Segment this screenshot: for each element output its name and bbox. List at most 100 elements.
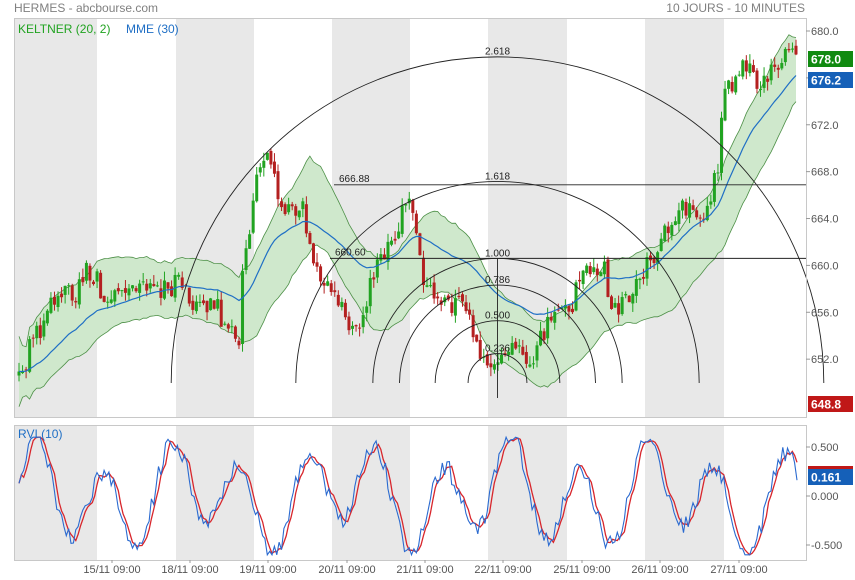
day-shade-rvi bbox=[488, 426, 567, 560]
candle-body bbox=[680, 200, 684, 211]
candle-body bbox=[123, 288, 127, 293]
candle-body bbox=[638, 278, 642, 281]
candle-body bbox=[241, 271, 245, 344]
candle-body bbox=[272, 161, 276, 174]
candle-body bbox=[102, 295, 106, 302]
candle-body bbox=[773, 64, 777, 67]
price-tick-label: 664.0 bbox=[811, 214, 839, 226]
candle-body bbox=[496, 362, 500, 365]
candle-body bbox=[787, 48, 791, 51]
candle-body bbox=[145, 283, 149, 291]
fib-level-label: 660.60 bbox=[335, 247, 366, 258]
candle-body bbox=[201, 300, 205, 304]
candle-body bbox=[407, 198, 411, 204]
candle-body bbox=[45, 310, 49, 324]
candle-body bbox=[60, 293, 64, 298]
candle-body bbox=[212, 300, 216, 309]
candle-body bbox=[336, 294, 340, 306]
time-tick-label: 25/11 09:00 bbox=[553, 564, 610, 576]
candle-body bbox=[358, 327, 362, 329]
candle-body bbox=[379, 254, 383, 261]
candle-body bbox=[645, 257, 649, 279]
candle-body bbox=[737, 74, 741, 76]
candle-body bbox=[411, 200, 415, 213]
candle-body bbox=[521, 346, 525, 355]
badge-last-text: 678.0 bbox=[811, 53, 841, 67]
candle-body bbox=[578, 279, 582, 282]
fibonacci-arcs: 2.6181.6181.0000.7860.5000.236666.88660.… bbox=[170, 47, 825, 398]
candle-body bbox=[741, 60, 745, 77]
time-tick-label: 19/11 09:00 bbox=[239, 564, 296, 576]
day-shade-main bbox=[176, 19, 254, 417]
candle-body bbox=[443, 297, 447, 303]
price-tick-label: 652.0 bbox=[811, 354, 839, 366]
rvi-tick-label: 0.000 bbox=[811, 491, 839, 503]
time-axis: 15/11 09:00 18/11 09:00 19/11 09:00 20/11 0… bbox=[83, 560, 768, 576]
fib-arc bbox=[170, 56, 825, 384]
candle-body bbox=[688, 203, 692, 218]
candle-body bbox=[276, 171, 280, 200]
candle-body bbox=[159, 288, 163, 298]
price-tick-label: 656.0 bbox=[811, 307, 839, 319]
candle-body bbox=[475, 334, 479, 342]
candle-body bbox=[453, 298, 457, 316]
candle-body bbox=[489, 363, 493, 368]
candle-body bbox=[120, 290, 124, 292]
candle-body bbox=[666, 226, 670, 234]
keltner-upper bbox=[18, 34, 797, 348]
fib-arc-label: 1.000 bbox=[485, 248, 510, 259]
badge-rvi-value: 0.161 bbox=[808, 466, 853, 485]
badge-rvi-text: 0.161 bbox=[811, 471, 841, 485]
candle-body bbox=[329, 283, 333, 293]
candle-body bbox=[52, 296, 56, 305]
candle-body bbox=[38, 325, 42, 339]
candle-body bbox=[705, 205, 709, 221]
candle-body bbox=[397, 231, 401, 239]
candle-body bbox=[709, 201, 713, 205]
rvi-main-line bbox=[18, 435, 798, 557]
candle-body bbox=[280, 201, 284, 208]
candle-body bbox=[375, 259, 379, 278]
candle-body bbox=[560, 307, 564, 310]
candle-body bbox=[191, 300, 195, 310]
candle-body bbox=[755, 70, 759, 89]
candle-body bbox=[361, 314, 365, 328]
candle-body bbox=[141, 281, 145, 283]
candle-body bbox=[485, 354, 489, 366]
badge-last-price: 678.0 bbox=[808, 51, 853, 67]
candle-body bbox=[24, 369, 28, 371]
candle-body bbox=[542, 331, 546, 340]
candle-body bbox=[563, 305, 567, 309]
candle-body bbox=[748, 63, 752, 74]
candle-body bbox=[517, 345, 521, 347]
candle-body bbox=[88, 265, 92, 281]
candle-body bbox=[734, 76, 738, 93]
candle-body bbox=[84, 262, 88, 281]
candle-body bbox=[311, 243, 315, 264]
candle-body bbox=[404, 204, 408, 206]
candle-body bbox=[595, 268, 599, 276]
candle-body bbox=[613, 302, 617, 308]
candle-body bbox=[684, 201, 688, 216]
price-tick-label: 660.0 bbox=[811, 260, 839, 272]
candle-body bbox=[468, 309, 472, 315]
candle-body bbox=[56, 295, 60, 308]
candle-body bbox=[698, 217, 702, 219]
candle-body bbox=[574, 282, 578, 311]
candle-body bbox=[500, 354, 504, 364]
candle-body bbox=[194, 301, 198, 312]
candle-body bbox=[507, 351, 511, 355]
fib-arc-label: 1.618 bbox=[485, 171, 510, 182]
candle-body bbox=[152, 284, 156, 287]
candle-body bbox=[510, 342, 514, 355]
candle-body bbox=[304, 204, 308, 234]
time-tick-label: 18/11 09:00 bbox=[161, 564, 218, 576]
candle-body bbox=[131, 285, 135, 289]
candle-body bbox=[393, 238, 397, 241]
price-tick-label: 680.0 bbox=[811, 26, 839, 38]
candle-body bbox=[446, 295, 450, 300]
candle-body bbox=[386, 241, 390, 262]
candle-body bbox=[599, 272, 603, 277]
candle-body bbox=[567, 306, 571, 312]
time-tick-label: 26/11 09:00 bbox=[631, 564, 688, 576]
